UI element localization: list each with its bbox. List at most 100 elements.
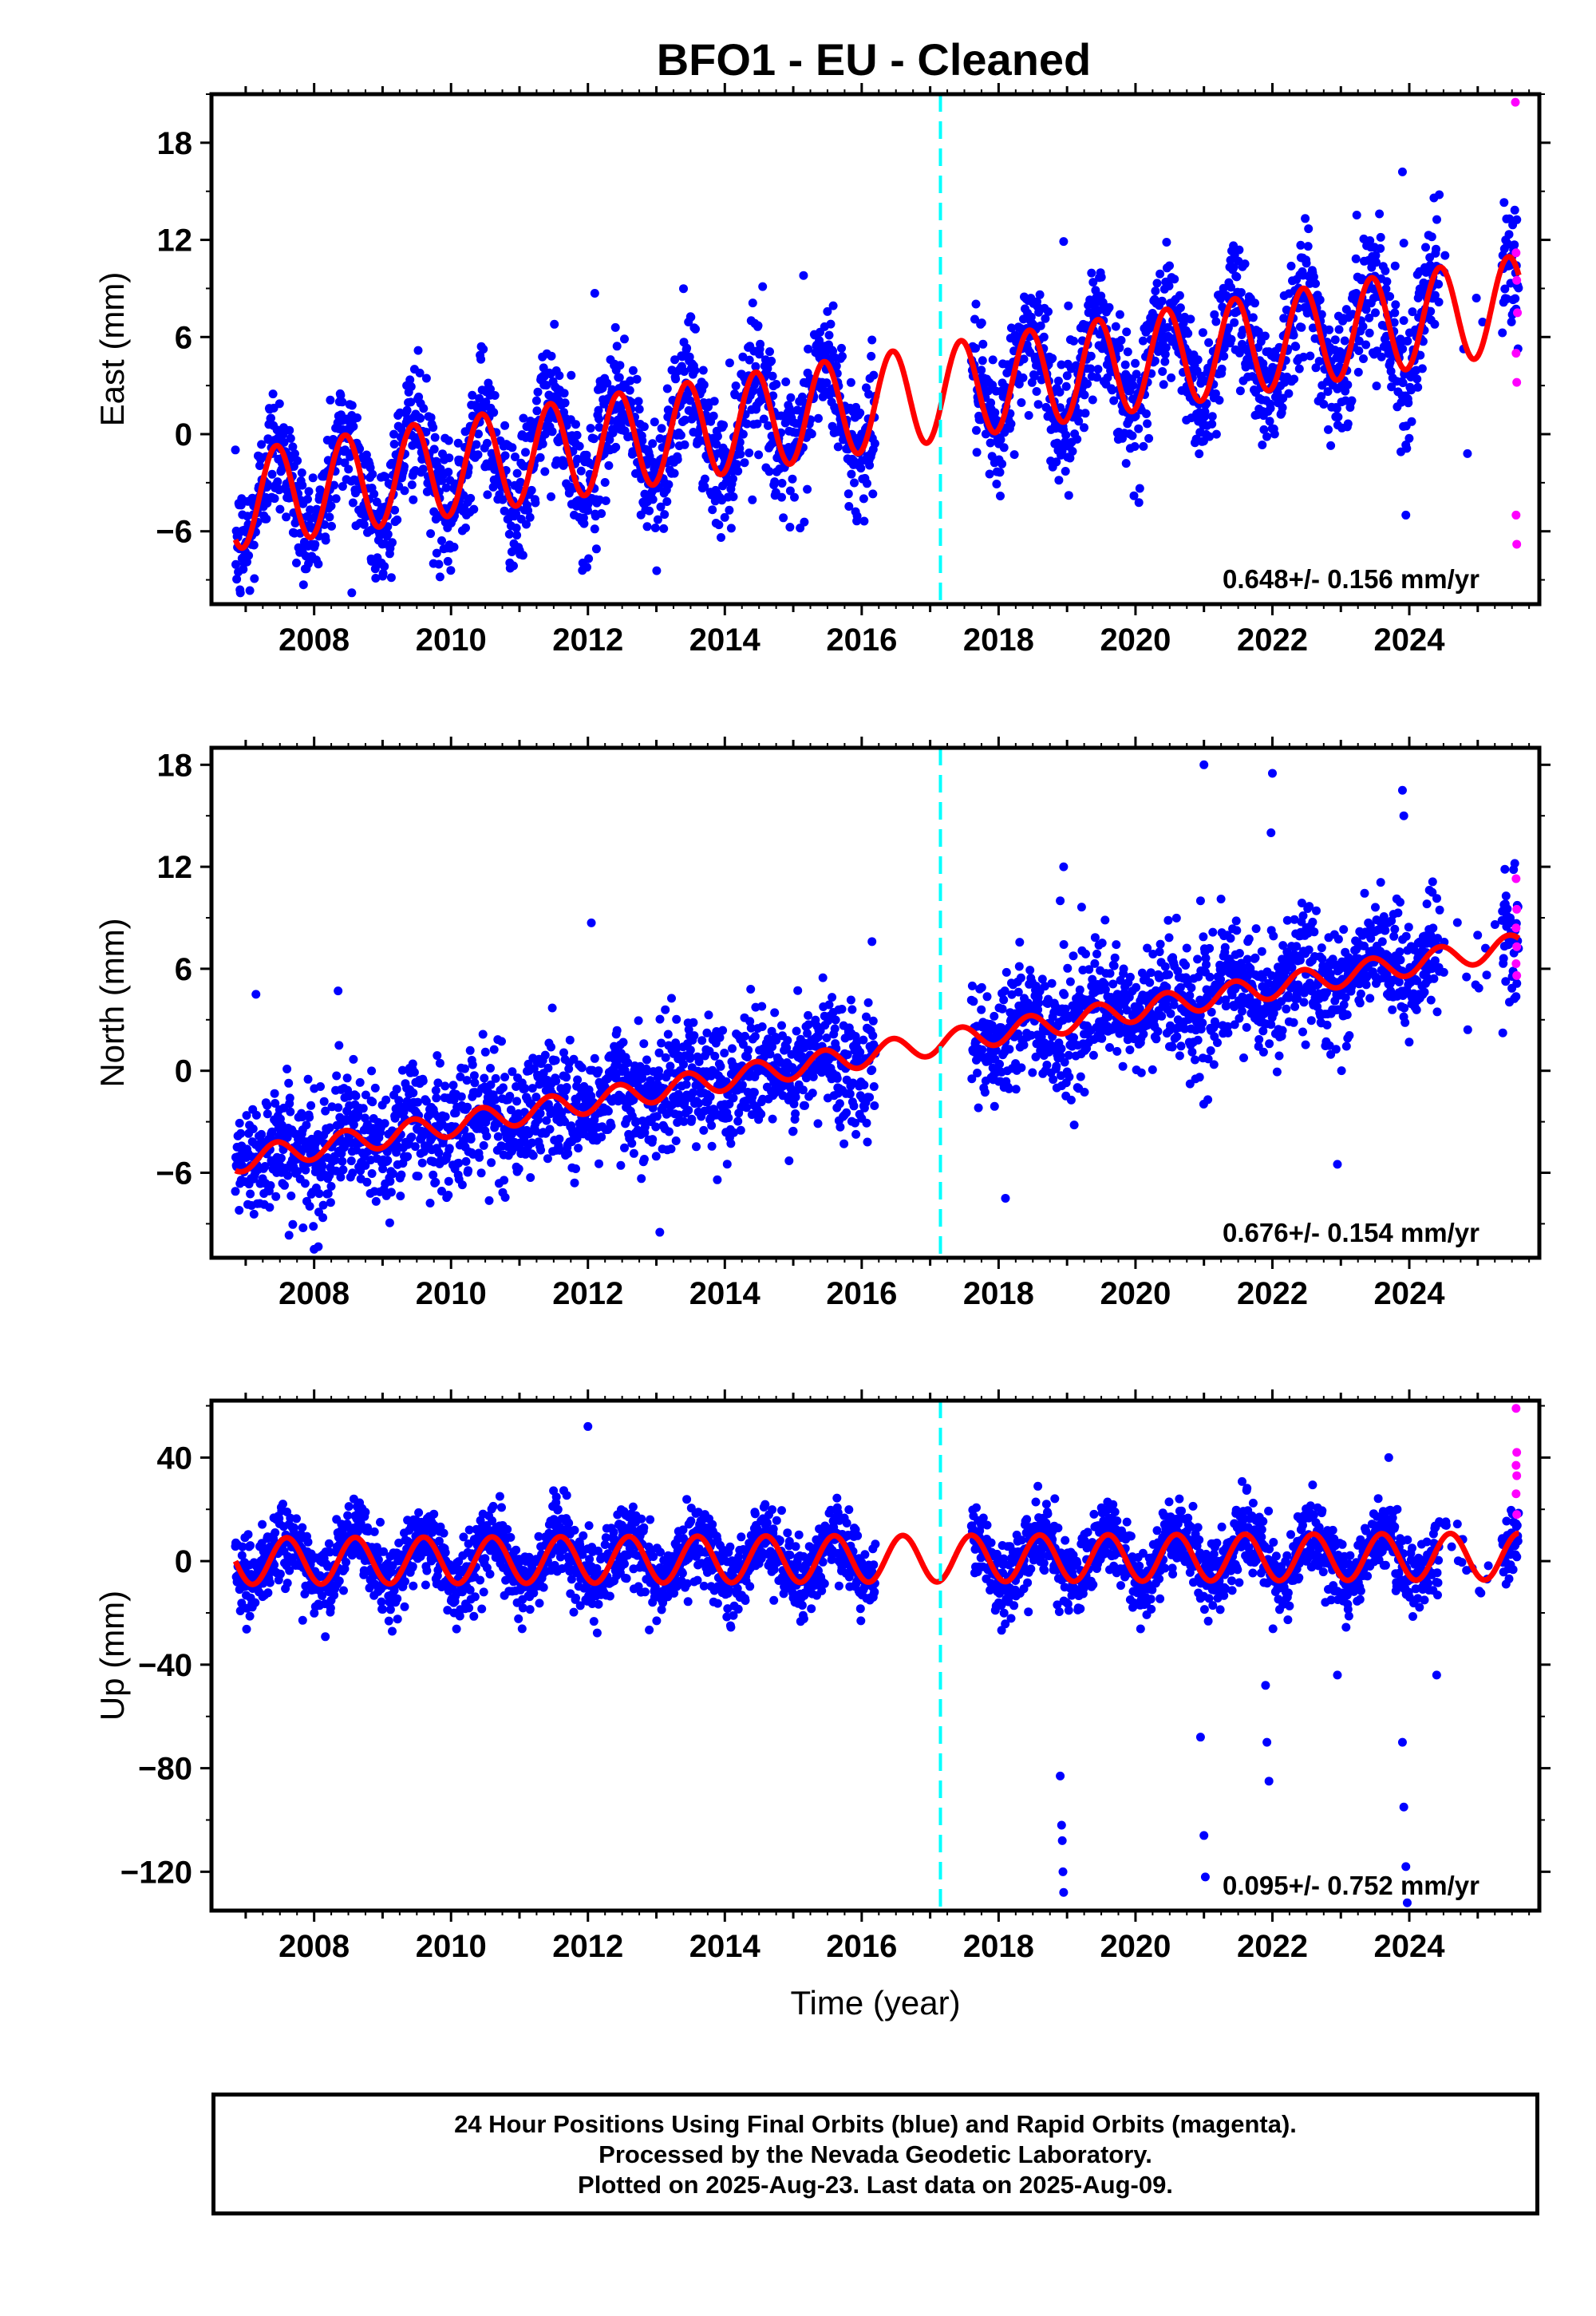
- data-point: [527, 1138, 537, 1148]
- data-point: [540, 467, 550, 476]
- data-point: [977, 318, 986, 328]
- data-point: [1144, 433, 1154, 443]
- data-point: [1203, 1095, 1213, 1105]
- data-point: [519, 1136, 529, 1144]
- data-point: [1308, 323, 1317, 333]
- y-tick-label: 12: [157, 223, 193, 259]
- data-point: [804, 1010, 813, 1020]
- data-point: [547, 492, 555, 501]
- data-point: [244, 551, 254, 560]
- data-point: [783, 1036, 792, 1045]
- data-point: [389, 1169, 397, 1179]
- data-point: [1390, 308, 1400, 318]
- data-point: [1087, 268, 1096, 278]
- data-point: [642, 522, 652, 532]
- data-point: [718, 1026, 728, 1035]
- data-point: [1229, 263, 1238, 272]
- data-point: [998, 1004, 1007, 1014]
- data-point: [1167, 373, 1176, 382]
- data-point: [832, 362, 841, 371]
- data-point: [1018, 373, 1028, 382]
- data-point: [397, 1065, 407, 1075]
- data-point: [531, 396, 541, 405]
- data-point: [342, 1073, 352, 1083]
- data-point: [321, 1106, 330, 1116]
- data-point: [684, 1105, 693, 1115]
- data-point: [679, 1117, 689, 1126]
- data-point: [863, 1137, 872, 1147]
- data-point: [551, 1077, 561, 1085]
- data-point: [1112, 940, 1121, 950]
- data-point: [413, 1172, 423, 1181]
- data-point: [788, 1126, 798, 1136]
- data-point: [498, 495, 508, 504]
- data-point: [1511, 294, 1520, 303]
- data-point: [726, 1139, 736, 1148]
- rapid-orbit-point: [1512, 377, 1522, 387]
- data-point: [717, 533, 725, 542]
- data-point: [594, 405, 603, 415]
- data-point: [651, 1152, 661, 1161]
- data-point: [535, 453, 545, 462]
- data-point: [267, 413, 275, 423]
- data-point: [1034, 998, 1044, 1008]
- data-point: [1343, 419, 1353, 429]
- velocity-label: 0.648+/- 0.156 mm/yr: [1223, 564, 1479, 594]
- y-tick-label: 0: [175, 417, 192, 453]
- data-point: [849, 1101, 859, 1111]
- data-point: [1273, 388, 1282, 397]
- data-point: [1108, 385, 1117, 395]
- data-point: [972, 425, 981, 435]
- data-point: [1211, 389, 1220, 398]
- data-point: [371, 574, 381, 583]
- outlier-point: [799, 271, 808, 280]
- data-point: [859, 1035, 868, 1045]
- data-point: [1402, 444, 1412, 453]
- data-point: [720, 1049, 729, 1057]
- data-point: [710, 1051, 720, 1061]
- data-point: [298, 480, 307, 490]
- data-point: [729, 474, 737, 484]
- data-point: [737, 1081, 747, 1089]
- time-series-charts: 2008 2010 2012 2014 2016 2018 2020 2022 20241812…: [93, 83, 1551, 2022]
- data-point: [616, 1160, 626, 1170]
- data-point: [768, 1114, 777, 1124]
- data-point: [1062, 371, 1072, 381]
- data-point: [271, 1099, 280, 1108]
- data-point: [1213, 1038, 1222, 1047]
- data-point: [652, 566, 662, 575]
- data-point: [573, 454, 583, 464]
- data-point: [625, 385, 634, 395]
- data-point: [1232, 272, 1242, 282]
- data-point: [1041, 314, 1050, 323]
- data-point: [689, 1031, 699, 1041]
- data-point: [713, 1175, 722, 1184]
- data-point: [1138, 336, 1148, 346]
- data-point: [1077, 903, 1086, 912]
- data-point: [843, 489, 853, 499]
- data-point: [814, 413, 823, 423]
- data-point: [232, 575, 242, 584]
- data-point: [663, 1030, 673, 1039]
- data-point: [1238, 1006, 1246, 1016]
- data-point: [1193, 355, 1203, 365]
- data-point: [527, 485, 536, 495]
- data-point: [977, 982, 986, 992]
- data-point: [1440, 251, 1450, 260]
- data-point: [487, 449, 496, 458]
- data-point: [1235, 386, 1245, 396]
- data-point: [529, 1064, 539, 1073]
- data-point: [321, 536, 330, 545]
- data-point: [1157, 1011, 1167, 1021]
- data-point: [629, 1095, 638, 1105]
- data-point: [750, 1032, 760, 1041]
- data-point: [504, 529, 514, 539]
- data-point: [460, 1064, 469, 1073]
- data-point: [728, 1044, 737, 1053]
- data-point: [320, 520, 330, 529]
- data-point: [741, 1031, 749, 1041]
- data-point: [634, 397, 643, 406]
- data-point: [639, 1039, 649, 1049]
- data-point: [725, 358, 734, 368]
- data-point: [1160, 962, 1170, 971]
